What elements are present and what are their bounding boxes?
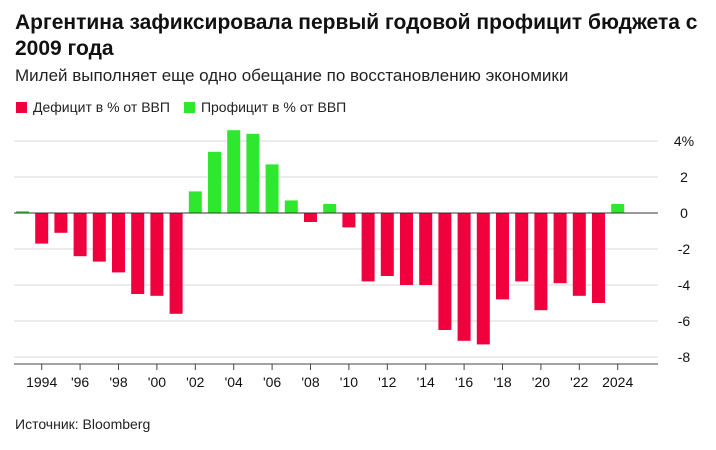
x-tick-label: '96 <box>71 374 89 390</box>
bar-2007 <box>284 200 298 213</box>
x-tick-label: '00 <box>148 374 166 390</box>
bar-2001 <box>169 213 183 314</box>
y-tick-label: 4% <box>674 133 694 149</box>
x-tick-label: '02 <box>186 374 204 390</box>
legend: Дефицит в % от ВВП Профицит в % от ВВП <box>16 99 360 115</box>
y-tick-label: -6 <box>678 313 691 329</box>
x-tick-label: '22 <box>570 374 588 390</box>
source-note: Источник: Bloomberg <box>15 416 151 432</box>
bar-2002 <box>188 191 202 213</box>
x-tick-label: '98 <box>109 374 127 390</box>
bar-2010 <box>342 213 356 228</box>
bar-1994 <box>35 213 49 244</box>
legend-label-surplus: Профицит в % от ВВП <box>200 99 347 115</box>
bar-2015 <box>438 213 452 330</box>
bar-2005 <box>246 133 260 213</box>
x-tick-label: '18 <box>493 374 511 390</box>
bar-2019 <box>515 213 529 282</box>
x-tick-label: '04 <box>225 374 243 390</box>
x-tick-label: '16 <box>455 374 473 390</box>
bar-2006 <box>265 164 279 213</box>
x-tick-label: '10 <box>340 374 358 390</box>
bars <box>16 130 625 345</box>
bar-2021 <box>553 213 567 284</box>
legend-swatch-surplus <box>183 101 195 113</box>
bar-2024 <box>611 204 625 213</box>
legend-item-surplus: Профицит в % от ВВП <box>183 99 347 115</box>
bar-2000 <box>150 213 164 296</box>
bar-2009 <box>323 204 337 213</box>
x-tick-label: 1994 <box>26 374 57 390</box>
bar-2003 <box>208 151 221 213</box>
legend-swatch-deficit <box>16 101 27 113</box>
bar-2011 <box>361 213 375 282</box>
y-tick-label: 2 <box>680 169 688 185</box>
bar-2023 <box>592 213 605 303</box>
bar-2012 <box>380 213 394 276</box>
axes: 4% 2 0 -2 -4 -6 -8 1994 '96 '98 '00 '02 '04 '06 '08 '10… <box>14 133 694 390</box>
chart-title: Аргентина зафиксировала первый годовой п… <box>15 11 698 60</box>
legend-item-deficit: Дефицит в % от ВВП <box>16 99 170 115</box>
bar-2022 <box>572 213 586 296</box>
bar-2020 <box>534 213 548 311</box>
y-tick-label: -8 <box>678 349 691 365</box>
x-tick-label: '12 <box>378 374 396 390</box>
x-tick-label: '14 <box>417 374 435 390</box>
bar-2013 <box>400 213 413 285</box>
bar-2017 <box>476 213 490 345</box>
legend-label-deficit: Дефицит в % от ВВП <box>33 99 170 115</box>
bar-1997 <box>92 213 106 262</box>
bar-2016 <box>457 213 471 341</box>
x-tick-label: '08 <box>301 374 319 390</box>
x-tick-label: '20 <box>532 374 550 390</box>
x-tick-label: 2024 <box>602 374 633 390</box>
bar-1993 <box>16 211 29 213</box>
bar-2004 <box>227 130 241 213</box>
bar-1996 <box>73 213 87 257</box>
y-tick-label: -2 <box>678 241 691 257</box>
bar-1999 <box>131 213 145 294</box>
bar-chart: 4% 2 0 -2 -4 -6 -8 1994 '96 '98 '00 '02 '04 '06 '08 '10… <box>14 130 694 390</box>
bar-1998 <box>112 213 125 273</box>
bar-2014 <box>419 213 433 285</box>
x-tick-label: '06 <box>263 374 281 390</box>
bar-1995 <box>54 213 68 233</box>
y-tick-label: -4 <box>678 277 691 293</box>
bar-2018 <box>496 213 509 300</box>
y-tick-label: 0 <box>680 205 688 221</box>
chart-subtitle: Милей выполняет еще одно обещание по вос… <box>15 66 569 85</box>
bar-2008 <box>304 213 317 222</box>
